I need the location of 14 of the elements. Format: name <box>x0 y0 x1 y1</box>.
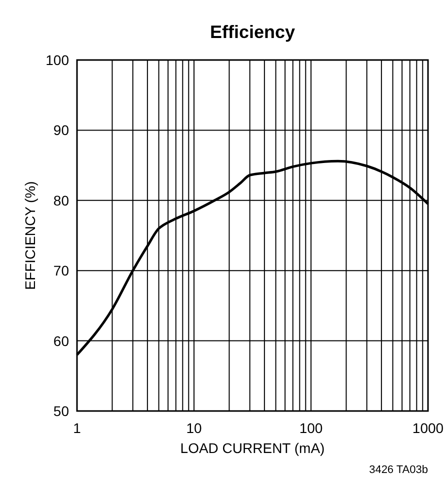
chart-title: Efficiency <box>210 22 296 42</box>
x-tick-label: 100 <box>299 420 323 436</box>
y-tick-label: 50 <box>53 403 70 419</box>
x-axis-title: LOAD CURRENT (mA) <box>180 440 325 456</box>
y-tick-label: 80 <box>53 192 70 208</box>
text: 3426 TA03b <box>369 464 428 476</box>
x-tick-label: 1000 <box>412 420 444 436</box>
x-tick-label: 10 <box>186 420 202 436</box>
y-tick-label: 60 <box>53 332 70 349</box>
y-tick-label: 90 <box>53 122 70 138</box>
y-tick-label: 70 <box>53 262 70 279</box>
x-tick-label: 1 <box>73 420 82 436</box>
y-tick-label: 100 <box>46 52 70 68</box>
y-axis-title: EFFICIENCY (%) <box>22 181 38 290</box>
